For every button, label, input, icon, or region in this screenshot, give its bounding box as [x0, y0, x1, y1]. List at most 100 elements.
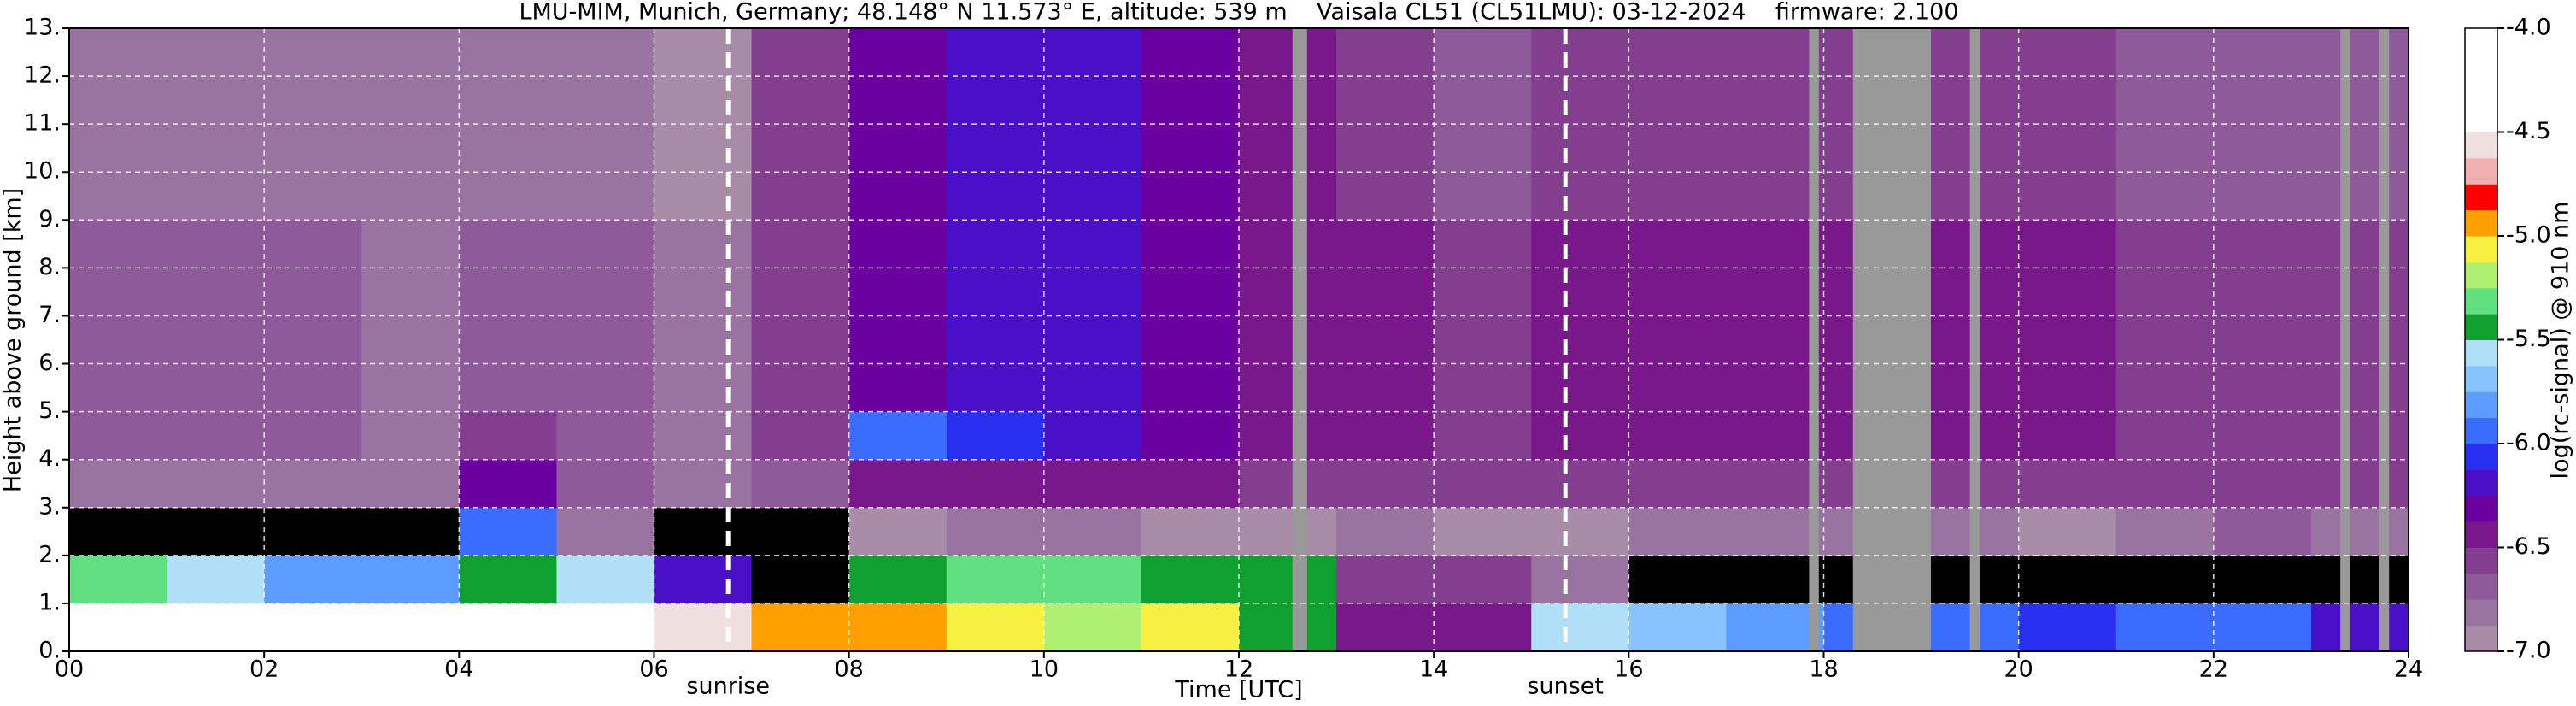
heatmap-cell — [1726, 363, 1824, 413]
heatmap-cell — [361, 172, 460, 221]
heatmap-cell — [2213, 603, 2312, 652]
heatmap-cell — [264, 268, 362, 316]
heatmap-cell — [459, 363, 557, 413]
heatmap-cell — [946, 603, 1045, 652]
heatmap-cell — [2115, 315, 2215, 365]
heatmap-cell — [2115, 507, 2215, 556]
heatmap-cell — [361, 603, 460, 652]
heatmap-cell — [2213, 555, 2312, 604]
heatmap-cell — [1141, 411, 1240, 461]
heatmap-cell — [2115, 411, 2215, 461]
heatmap-cell — [459, 172, 557, 221]
heatmap-cell — [459, 603, 557, 652]
heatmap-cell — [1336, 268, 1435, 316]
heatmap-cell — [1336, 172, 1435, 221]
heatmap-cell — [69, 459, 167, 509]
heatmap-cell — [2213, 172, 2312, 221]
heatmap-cell — [361, 268, 460, 316]
heatmap-cell — [1336, 459, 1435, 509]
heatmap-cell — [751, 363, 850, 413]
heatmap-cell — [654, 411, 753, 461]
y-tick-label: 6. — [38, 350, 61, 376]
heatmap-cell — [2115, 268, 2215, 316]
heatmap-cell — [1141, 315, 1240, 365]
y-tick-label: 5. — [38, 397, 61, 424]
heatmap-cell — [264, 363, 362, 413]
heatmap-cell — [1043, 459, 1142, 509]
y-tick-label: 12. — [24, 62, 61, 89]
y-tick-label: 7. — [38, 302, 61, 328]
heatmap-cell — [1239, 76, 1337, 125]
heatmap-cell — [1628, 124, 1727, 173]
heatmap-cell — [1531, 507, 1629, 556]
heatmap-cell — [1239, 411, 1337, 461]
heatmap-cell — [264, 603, 362, 652]
heatmap-cell — [264, 172, 362, 221]
heatmap-cell — [1141, 363, 1240, 413]
heatmap-cell — [556, 172, 654, 221]
heatmap-cell — [654, 555, 753, 604]
heatmap-cell — [264, 315, 362, 365]
heatmap-cell — [1531, 268, 1629, 316]
heatmap-cell — [654, 315, 753, 365]
heatmap-cell — [69, 28, 167, 77]
x-tick-label: 16 — [1614, 656, 1643, 683]
heatmap-cell — [69, 315, 167, 365]
heatmap-cell — [459, 124, 557, 173]
heatmap-cell — [1336, 28, 1435, 77]
heatmap-cell — [2115, 363, 2215, 413]
heatmap-cell — [1726, 555, 1824, 604]
heatmap-cell — [1336, 555, 1435, 604]
heatmap-cell — [556, 507, 654, 556]
x-tick-label: 04 — [444, 656, 473, 683]
heatmap-cell — [69, 220, 167, 268]
heatmap-cell — [459, 411, 557, 461]
heatmap-cell — [2213, 76, 2312, 125]
heatmap-cell — [1336, 603, 1435, 652]
heatmap-cell — [2115, 124, 2215, 173]
heatmap-cell — [264, 507, 362, 556]
colorbar-segment — [2465, 314, 2497, 340]
heatmap-cell — [751, 315, 850, 365]
colorbar-segment — [2465, 547, 2497, 574]
colorbar-segment — [2465, 495, 2497, 522]
heatmap-cell — [751, 124, 850, 173]
heatmap-cell — [1531, 76, 1629, 125]
heatmap-cell — [946, 507, 1045, 556]
heatmap-cell — [1531, 459, 1629, 509]
heatmap-cell — [1628, 459, 1727, 509]
heatmap-cell — [2018, 28, 2117, 77]
heatmap-cell — [2310, 411, 2409, 461]
y-tick-label: 2. — [38, 541, 61, 568]
heatmap-cell — [2213, 28, 2312, 77]
colorbar-segment — [2465, 444, 2497, 470]
x-tick-label: 08 — [834, 656, 863, 683]
heatmap-cell — [1043, 124, 1142, 173]
heatmap-cell — [2213, 459, 2312, 509]
chart-title: LMU-MIM, Munich, Germany; 48.148° N 11.5… — [519, 0, 1958, 26]
heatmap-cell — [1043, 172, 1142, 221]
heatmap-cell — [1336, 124, 1435, 173]
heatmap-cell — [167, 315, 265, 365]
heatmap-cell — [2310, 555, 2409, 604]
heatmap-cell — [2213, 268, 2312, 316]
heatmap-cell — [1726, 411, 1824, 461]
heatmap-cell — [1726, 315, 1824, 365]
heatmap-cell — [2018, 603, 2117, 652]
heatmap-cell — [1336, 315, 1435, 365]
x-tick-label: 24 — [2394, 656, 2423, 683]
heatmap-cell — [1434, 603, 1532, 652]
heatmap-cell — [1531, 315, 1629, 365]
x-tick-label: 10 — [1030, 656, 1059, 683]
heatmap-cell — [946, 268, 1045, 316]
heatmap-cell — [69, 555, 167, 604]
heatmap-cell — [2213, 124, 2312, 173]
heatmap-cell — [1531, 28, 1629, 77]
heatmap-cell — [2018, 315, 2117, 365]
heatmap-cell — [654, 363, 753, 413]
heatmap-cell — [167, 459, 265, 509]
plot-frame — [68, 27, 2409, 652]
colorbar-tick-label: -4.5 — [2506, 118, 2551, 144]
missing-data-band — [1969, 28, 1980, 651]
heatmap-cell — [751, 555, 850, 604]
